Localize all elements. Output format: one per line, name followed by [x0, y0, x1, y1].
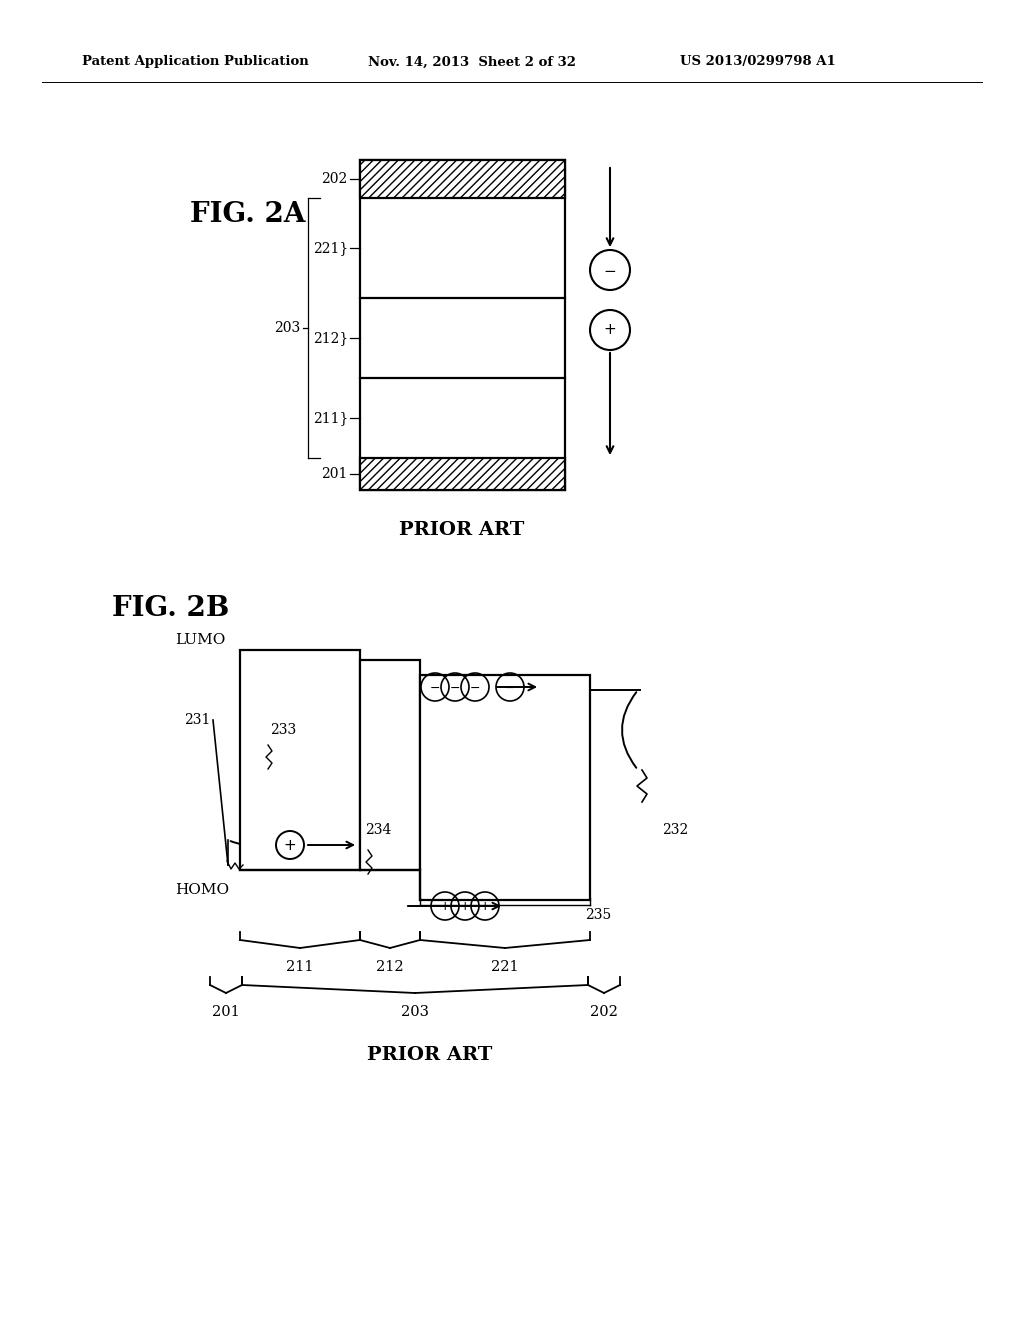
- Text: $+$: $+$: [439, 899, 451, 912]
- Text: 203: 203: [401, 1005, 429, 1019]
- Text: 202: 202: [590, 1005, 617, 1019]
- Text: 212}: 212}: [312, 331, 348, 345]
- FancyArrowPatch shape: [230, 834, 272, 845]
- Text: 202: 202: [321, 172, 347, 186]
- Text: $+$: $+$: [460, 899, 471, 912]
- Text: $-$: $-$: [505, 681, 515, 693]
- Bar: [360, 160, 565, 490]
- Bar: [360, 160, 565, 198]
- Text: PRIOR ART: PRIOR ART: [368, 1045, 493, 1064]
- Text: US 2013/0299798 A1: US 2013/0299798 A1: [680, 55, 836, 69]
- Text: Nov. 14, 2013  Sheet 2 of 32: Nov. 14, 2013 Sheet 2 of 32: [368, 55, 575, 69]
- Text: FIG. 2A: FIG. 2A: [190, 202, 305, 228]
- Text: 231: 231: [183, 713, 210, 727]
- Text: $+$: $+$: [603, 323, 616, 337]
- Text: FIG. 2B: FIG. 2B: [112, 594, 229, 622]
- Text: 201: 201: [212, 1005, 240, 1019]
- Bar: [420, 675, 590, 900]
- FancyArrowPatch shape: [622, 692, 636, 768]
- Text: PRIOR ART: PRIOR ART: [399, 521, 524, 539]
- Text: 201: 201: [321, 467, 347, 480]
- Text: $-$: $-$: [469, 681, 480, 693]
- Text: 212: 212: [376, 960, 403, 974]
- Bar: [360, 458, 565, 490]
- Text: $+$: $+$: [479, 899, 490, 912]
- Text: HOMO: HOMO: [175, 883, 229, 898]
- Text: $-$: $-$: [450, 681, 461, 693]
- Text: 233: 233: [270, 723, 296, 737]
- Text: 235: 235: [585, 908, 611, 921]
- Text: 211}: 211}: [312, 411, 348, 425]
- Text: $-$: $-$: [603, 263, 616, 277]
- Text: 203: 203: [273, 321, 300, 335]
- Text: 221: 221: [492, 960, 519, 974]
- Text: 211: 211: [287, 960, 313, 974]
- Text: Patent Application Publication: Patent Application Publication: [82, 55, 309, 69]
- Bar: [240, 649, 360, 870]
- Text: 232: 232: [662, 822, 688, 837]
- Text: $+$: $+$: [284, 837, 297, 853]
- Text: 234: 234: [365, 822, 391, 837]
- Text: $-$: $-$: [429, 681, 440, 693]
- Text: LUMO: LUMO: [175, 634, 225, 647]
- Text: 221}: 221}: [312, 242, 348, 255]
- Bar: [360, 660, 420, 870]
